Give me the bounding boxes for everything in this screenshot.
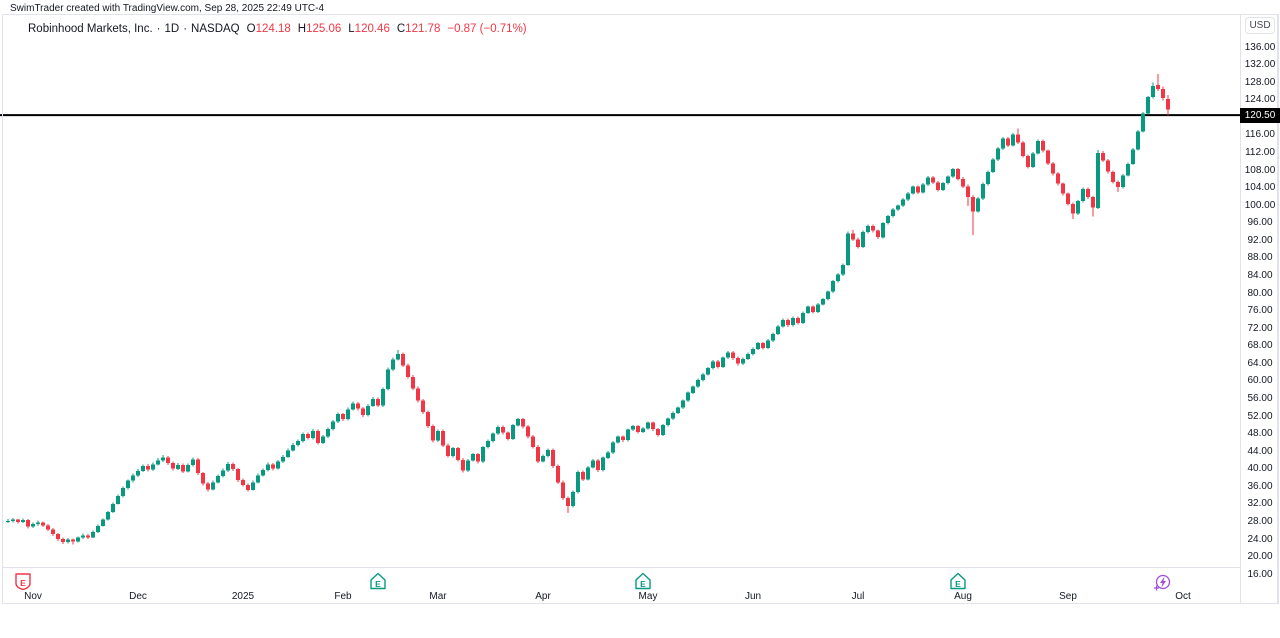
chart-pane[interactable]: [0, 15, 1240, 567]
price-tick-label: 104.00: [1244, 182, 1276, 194]
price-tick-label: 100.00: [1244, 199, 1276, 211]
time-tick-label: Dec: [129, 591, 147, 602]
price-tick-label: 92.00: [1247, 234, 1273, 246]
exchange-label: NASDAQ: [191, 23, 240, 35]
ohlc-open: O124.18: [246, 23, 291, 35]
price-tick-label: 32.00: [1247, 498, 1273, 510]
time-tick-label: Feb: [334, 591, 352, 602]
change-label: −0.87 (−0.71%): [447, 23, 527, 35]
ohlc-high: H125.06: [297, 23, 342, 35]
time-tick-label: 2025: [231, 591, 255, 602]
time-tick-label: Apr: [535, 591, 551, 602]
price-tick-label: 96.00: [1247, 217, 1273, 229]
price-tick-label: 52.00: [1247, 410, 1273, 422]
price-tick-label: 60.00: [1247, 375, 1273, 387]
legend-separator: ·: [156, 23, 161, 35]
price-tick-label: 36.00: [1247, 480, 1273, 492]
price-tick-label: 124.00: [1244, 94, 1276, 106]
time-tick-label: May: [638, 591, 658, 602]
price-tick-label: 136.00: [1244, 41, 1276, 53]
price-tick-label: 132.00: [1244, 59, 1276, 71]
attribution-text: SwimTrader created with TradingView.com,…: [10, 3, 325, 14]
price-tick-label: 84.00: [1247, 269, 1273, 281]
ohlc-close: C121.78: [396, 23, 441, 35]
price-tick-label: 76.00: [1247, 305, 1273, 317]
price-line-badge: 120.50: [1240, 107, 1280, 123]
price-tick-label: 128.00: [1244, 76, 1276, 88]
time-axis[interactable]: [0, 567, 1240, 604]
price-tick-label: 80.00: [1247, 287, 1273, 299]
price-tick-label: 48.00: [1247, 428, 1273, 440]
currency-usd-button[interactable]: USD: [1245, 17, 1275, 34]
price-tick-label: 88.00: [1247, 252, 1273, 264]
svg-text:E: E: [955, 579, 961, 589]
svg-text:E: E: [20, 578, 26, 588]
time-tick-label: Jun: [744, 591, 762, 602]
earnings-beat-icon[interactable]: E: [370, 572, 386, 590]
price-tick-label: 56.00: [1247, 392, 1273, 404]
price-tick-label: 16.00: [1247, 568, 1273, 580]
price-tick-label: 72.00: [1247, 322, 1273, 334]
price-tick-label: 68.00: [1247, 340, 1273, 352]
price-tick-label: 116.00: [1245, 129, 1275, 141]
symbol-legend: Robinhood Markets, Inc. · 1D · NASDAQ O124.18…: [28, 23, 527, 35]
price-tick-label: 40.00: [1247, 463, 1273, 475]
time-tick-label: Nov: [24, 591, 42, 602]
time-tick-label: Jul: [851, 591, 865, 602]
price-tick-label: 20.00: [1247, 551, 1273, 563]
earnings-miss-icon[interactable]: E: [15, 573, 31, 591]
time-tick-label: Mar: [429, 591, 447, 602]
interval-label[interactable]: 1D: [164, 23, 180, 35]
svg-text:E: E: [640, 579, 646, 589]
price-tick-label: 112.00: [1245, 146, 1275, 158]
legend-separator: ·: [183, 23, 188, 35]
price-tick-label: 24.00: [1247, 533, 1273, 545]
price-tick-label: 64.00: [1247, 357, 1273, 369]
price-tick-label: 28.00: [1247, 515, 1273, 527]
upcoming-event-icon[interactable]: [1154, 574, 1171, 591]
time-tick-label: Sep: [1059, 591, 1077, 602]
footer-bar: TradingView: [0, 604, 1280, 638]
symbol-title[interactable]: Robinhood Markets, Inc.: [28, 23, 153, 35]
ohlc-low: L120.46: [348, 23, 390, 35]
svg-text:E: E: [375, 579, 381, 589]
price-tick-label: 108.00: [1244, 164, 1276, 176]
earnings-beat-icon[interactable]: E: [950, 572, 966, 590]
earnings-beat-icon[interactable]: E: [635, 572, 651, 590]
price-tick-label: 44.00: [1247, 445, 1273, 457]
candles: [6, 73, 1170, 545]
time-tick-label: Aug: [954, 591, 972, 602]
time-tick-label: Oct: [1175, 591, 1191, 602]
